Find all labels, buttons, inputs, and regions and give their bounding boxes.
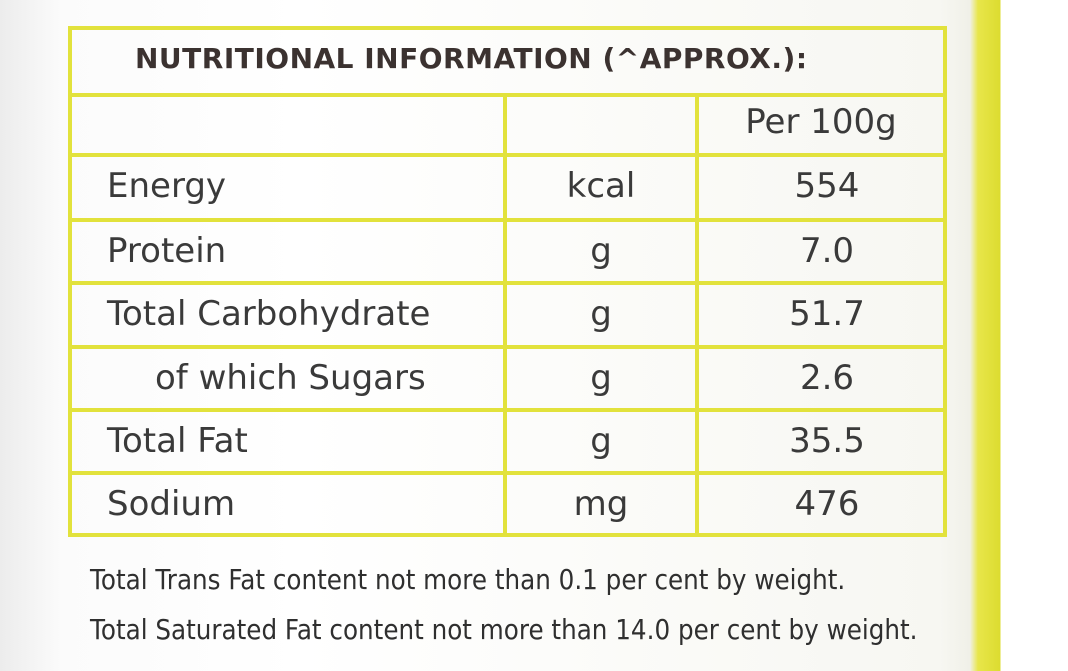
unit: g: [590, 294, 612, 334]
nutrient-name: Protein: [107, 231, 227, 271]
nutrient-name: Total Carbohydrate: [107, 294, 431, 334]
unit: g: [590, 231, 612, 271]
unit: kcal: [566, 166, 636, 206]
unit: g: [590, 358, 612, 398]
title: NUTRITIONAL INFORMATION (^APPROX.):: [135, 42, 808, 75]
amount: 554: [794, 166, 860, 206]
footnote: Total Saturated Fat content not more tha…: [90, 613, 918, 646]
nutrient-name: Energy: [107, 166, 227, 206]
amount: 35.5: [789, 421, 865, 461]
unit: mg: [573, 484, 629, 524]
nutrient-name: Total Fat: [107, 421, 248, 461]
unit: g: [590, 421, 612, 461]
nutrient-name: Sodium: [107, 484, 236, 524]
amount: 476: [794, 484, 860, 524]
nutrient-name: of which Sugars: [155, 358, 426, 398]
column-header: Per 100g: [745, 102, 897, 142]
footnote: Total Trans Fat content not more than 0.…: [90, 563, 846, 596]
amount: 2.6: [799, 358, 855, 398]
amount: 51.7: [789, 294, 865, 334]
amount: 7.0: [799, 231, 855, 271]
